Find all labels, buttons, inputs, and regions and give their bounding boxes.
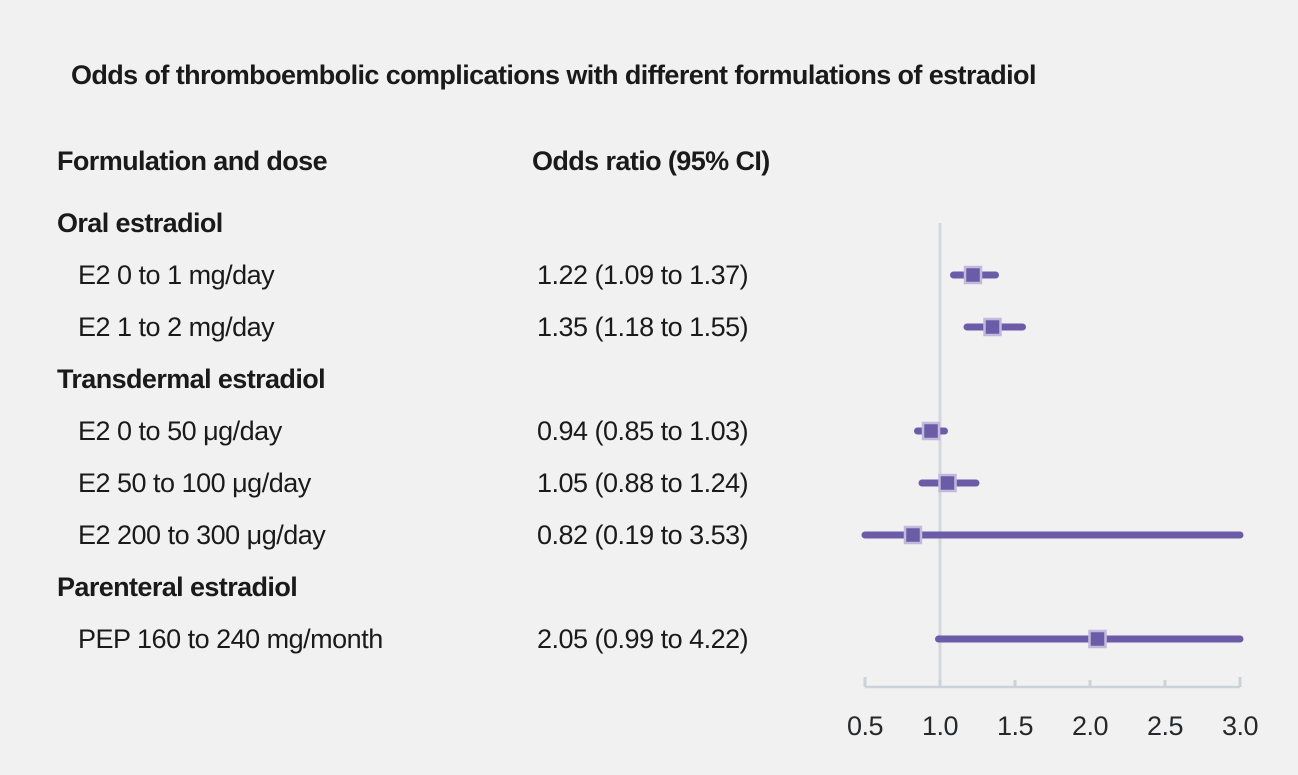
odds-ratio-value: 1.35 (1.18 to 1.55) (537, 312, 749, 342)
or-marker (1088, 629, 1107, 649)
odds-ratio-value: 1.05 (0.88 to 1.24) (537, 468, 749, 498)
or-marker (963, 265, 983, 285)
item-row: PEP 160 to 240 mg/month 2.05 (0.99 to 4.2… (0, 613, 860, 665)
row-label: PEP 160 to 240 mg/month (78, 624, 383, 654)
x-axis-tick-label: 0.5 (847, 711, 883, 741)
odds-ratio-value: 2.05 (0.99 to 4.22) (537, 624, 749, 654)
row-label: Parenteral estradiol (57, 572, 298, 602)
column-header-odds-ratio: Odds ratio (95% CI) (532, 146, 770, 176)
odds-ratio-value: 0.82 (0.19 to 3.53) (537, 520, 749, 550)
item-row: E2 0 to 50 μg/day 0.94 (0.85 to 1.03) (0, 405, 860, 457)
group-row: Transdermal estradiol (0, 353, 860, 405)
row-label: Transdermal estradiol (57, 364, 326, 394)
x-axis-tick-label: 1.0 (922, 711, 958, 741)
item-row: E2 0 to 1 mg/day 1.22 (1.09 to 1.37) (0, 249, 860, 301)
column-header-formulation: Formulation and dose (57, 146, 328, 176)
or-marker (983, 317, 1002, 337)
x-axis-tick-label: 3.0 (1222, 711, 1258, 741)
rows-list: Oral estradiol E2 0 to 1 mg/day 1.22 (1.09… (0, 197, 860, 665)
x-axis-tick-label: 2.5 (1147, 711, 1183, 741)
row-label: E2 0 to 1 mg/day (78, 260, 275, 290)
x-axis-tick-label: 1.5 (997, 711, 1033, 741)
group-row: Parenteral estradiol (0, 561, 860, 613)
item-row: E2 50 to 100 μg/day 1.05 (0.88 to 1.24) (0, 457, 860, 509)
odds-ratio-value: 1.22 (1.09 to 1.37) (537, 260, 749, 290)
item-row: E2 200 to 300 μg/day 0.82 (0.19 to 3.53) (0, 509, 860, 561)
row-label: E2 1 to 2 mg/day (78, 312, 275, 342)
row-label: E2 0 to 50 μg/day (78, 416, 282, 446)
or-marker (903, 525, 923, 545)
or-marker (938, 473, 957, 493)
odds-ratio-value: 0.94 (0.85 to 1.03) (537, 416, 749, 446)
x-axis-tick-label: 2.0 (1072, 711, 1108, 741)
chart-title: Odds of thromboembolic complications wit… (71, 60, 1036, 90)
row-label: E2 50 to 100 μg/day (78, 468, 311, 498)
row-label: E2 200 to 300 μg/day (78, 520, 326, 550)
group-row: Oral estradiol (0, 197, 860, 249)
or-marker (921, 421, 941, 441)
item-row: E2 1 to 2 mg/day 1.35 (1.18 to 1.55) (0, 301, 860, 353)
row-label: Oral estradiol (57, 208, 223, 238)
